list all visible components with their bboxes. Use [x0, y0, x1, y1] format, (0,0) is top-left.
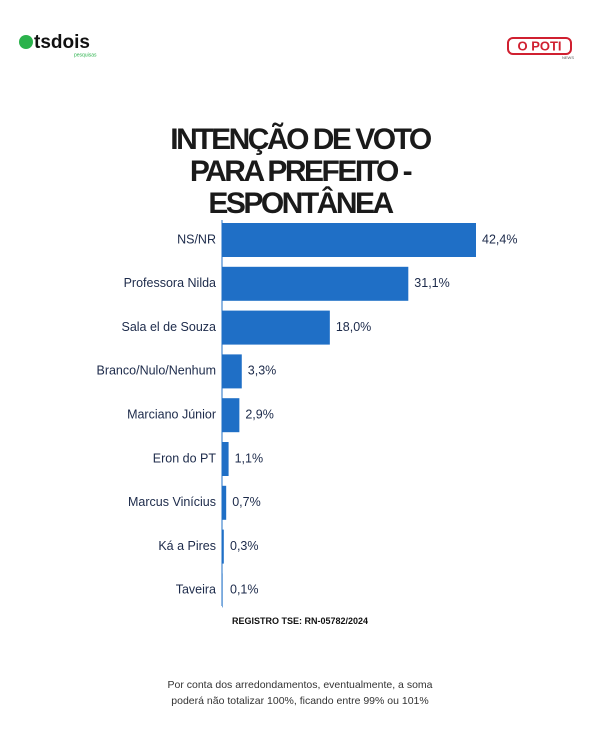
- value-label: 31,1%: [414, 276, 449, 290]
- category-label: Sala el de Souza: [121, 320, 216, 334]
- value-label: 18,0%: [336, 320, 371, 334]
- logo-icon: [19, 35, 33, 49]
- value-label: 42,4%: [482, 232, 517, 246]
- value-label: 1,1%: [235, 451, 264, 465]
- bar: [222, 442, 229, 476]
- category-label: Ká a Pires: [158, 539, 216, 553]
- category-label: Taveira: [176, 583, 216, 597]
- value-label: 2,9%: [245, 407, 273, 421]
- bar: [222, 573, 223, 608]
- bar: [222, 354, 242, 389]
- value-label: 0,1%: [230, 583, 259, 597]
- left-logo-sub: pesquisas: [74, 52, 97, 58]
- bar: [222, 485, 227, 520]
- category-label: Professora Nilda: [124, 276, 216, 290]
- registry: REGISTRO TSE: RN-05782/2024: [231, 616, 369, 626]
- category-label: Branco/Nulo/Nenhum: [96, 364, 216, 378]
- bar: [222, 310, 330, 345]
- chart-title: INTENÇÃO DE VOTO PARA PREFEITO - ESPONTÂ…: [170, 123, 432, 220]
- value-label: 0,3%: [230, 539, 259, 553]
- category-label: Eron do PT: [153, 451, 217, 465]
- bar: [222, 529, 224, 564]
- right-logo-sub: NEWS: [562, 55, 574, 60]
- category-label: Marciano Júnior: [127, 407, 216, 421]
- value-label: 0,7%: [232, 495, 261, 509]
- right-logo: O POTI: [517, 38, 561, 53]
- category-label: Marcus Vinícius: [128, 495, 216, 509]
- right-logo-frame: [507, 37, 572, 55]
- bar: [222, 266, 409, 301]
- left-logo: tsdois: [34, 32, 90, 53]
- value-label: 3,3%: [248, 364, 276, 378]
- footnote: Por conta dos arredondamentos, eventualm…: [167, 679, 433, 707]
- bar: [222, 398, 240, 433]
- category-label: NS/NR: [177, 232, 216, 246]
- bar: [222, 223, 476, 257]
